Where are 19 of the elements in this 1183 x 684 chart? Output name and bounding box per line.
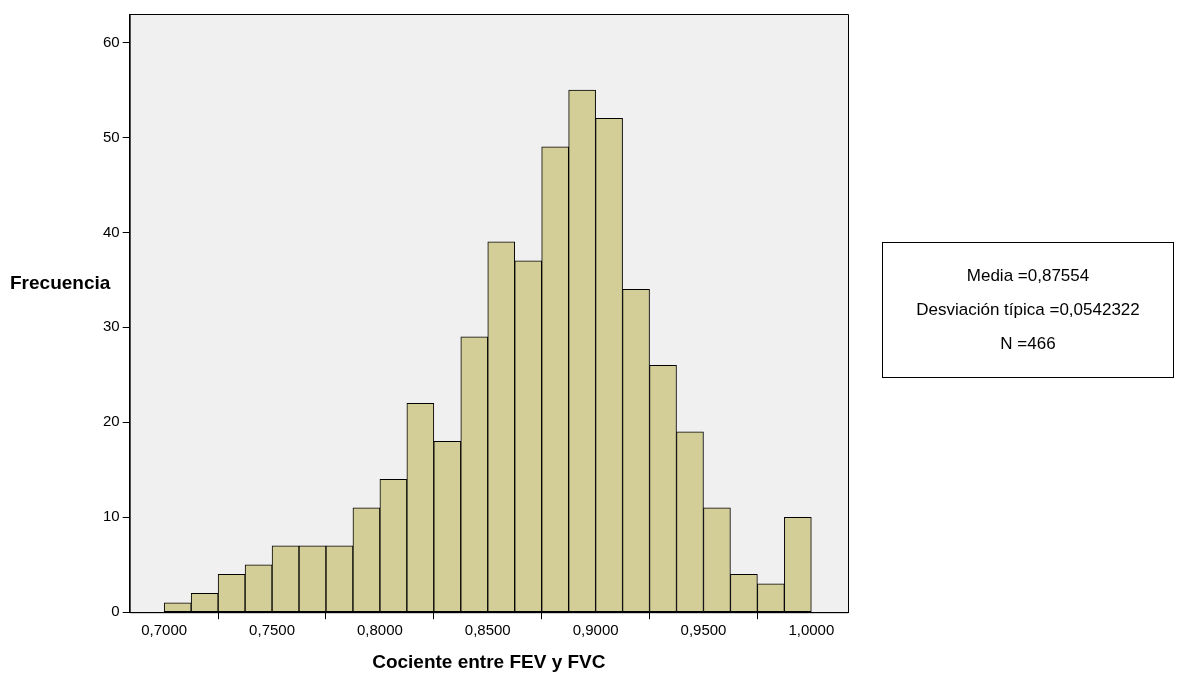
y-tick-label: 0	[111, 602, 120, 620]
y-tick-label: 10	[103, 507, 120, 525]
y-tick-label: 40	[103, 222, 120, 240]
x-tick-label: 0,8500	[464, 621, 511, 639]
text: Media =0,87554	[966, 266, 1090, 286]
y-tick-label: 60	[103, 32, 120, 50]
x-tick-label: 0,9500	[680, 621, 727, 639]
y-tick-label: 20	[103, 412, 120, 430]
x-tick-label: 0,9000	[572, 621, 619, 639]
x-tick-label: 0,7000	[141, 621, 188, 639]
text: N =466	[1000, 334, 1056, 354]
x-tick-label: 0,7500	[249, 621, 295, 639]
y-axis-title: Frecuencia	[10, 272, 111, 294]
x-tick-label: 1,0000	[788, 621, 835, 639]
y-tick-label: 30	[103, 317, 120, 335]
x-tick-label: 0,8000	[356, 621, 403, 639]
text: Desviación típica =0,0542322	[916, 300, 1140, 320]
x-axis-title: Cociente entre FEV y FVC	[372, 650, 606, 672]
y-tick-label: 50	[103, 127, 120, 145]
